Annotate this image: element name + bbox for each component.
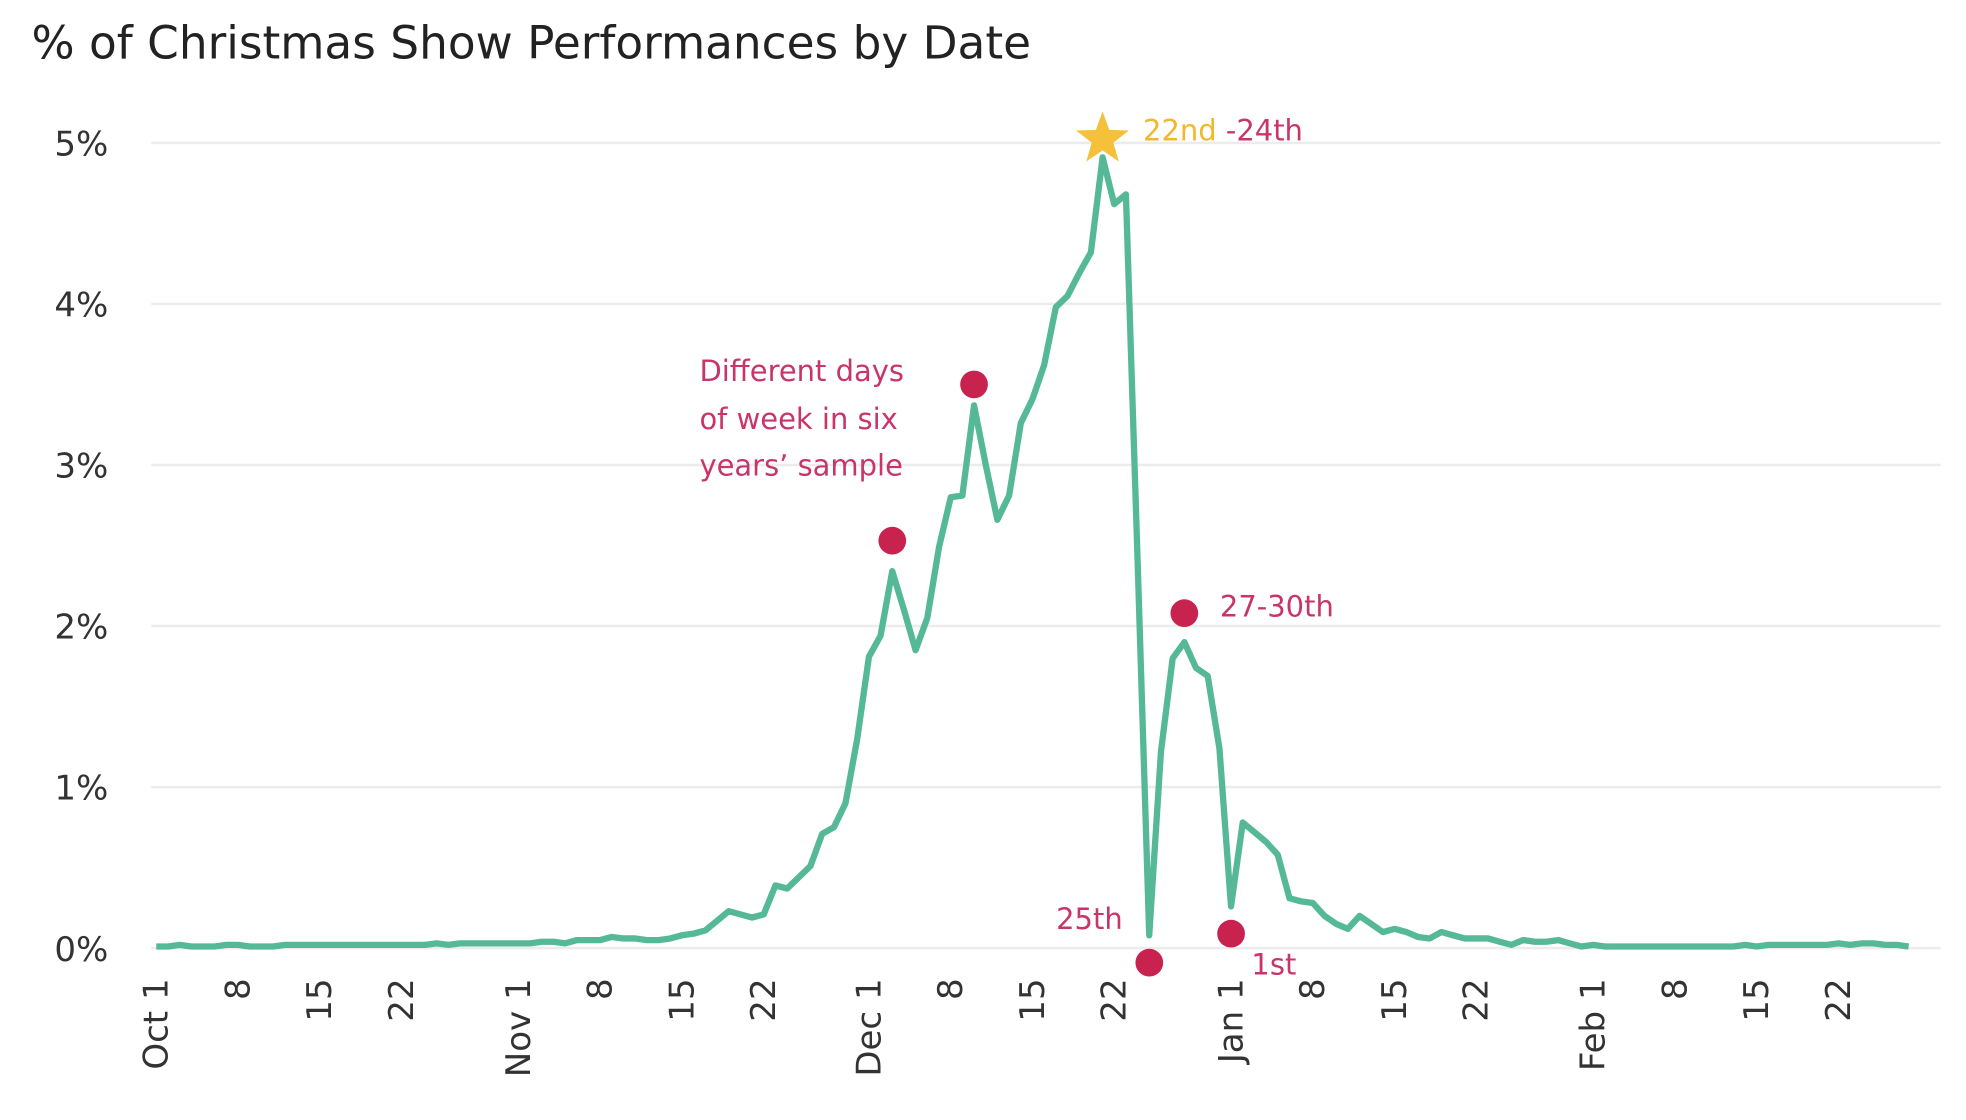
y-axis-ticks: 0% 1% 2% 3% 4% 5% [54, 124, 108, 969]
series-line [156, 154, 1910, 950]
x-tick-label: 22 [744, 978, 784, 1021]
x-tick-label: 8 [218, 978, 258, 1000]
x-tick-label: Jan 1 [1211, 978, 1251, 1065]
annotation-dot [1135, 948, 1164, 977]
annotation-dot [1170, 599, 1199, 628]
x-tick-label: 15 [1013, 978, 1053, 1021]
star-icon [1076, 111, 1129, 162]
x-tick-label: 15 [1375, 978, 1415, 1021]
annotation-dots [878, 370, 1245, 977]
y-tick-label: 2% [54, 608, 108, 648]
label-1st: 1st [1251, 948, 1296, 982]
x-tick-label: 22 [1095, 978, 1135, 1021]
x-tick-label: 8 [1293, 978, 1333, 1000]
chart-title: % of Christmas Show Performances by Date [32, 16, 1032, 69]
y-tick-label: 0% [54, 930, 108, 970]
peak-label: 22nd -24th [1143, 113, 1303, 147]
x-tick-label: Dec 1 [849, 978, 889, 1076]
x-tick-label: 15 [300, 978, 340, 1021]
y-tick-label: 3% [54, 447, 108, 487]
x-axis-ticks: Oct 1 8 15 22 Nov 1 8 15 22 Dec 1 8 15 22 Jan 1 8 15 22… [137, 978, 1859, 1077]
y-tick-label: 5% [54, 124, 108, 164]
note-line-1: Different days [699, 354, 904, 388]
peak-label-gold: 22nd [1143, 113, 1217, 147]
x-tick-label: 8 [1655, 978, 1695, 1000]
label-27-30th: 27-30th [1220, 590, 1334, 624]
x-tick-label: 22 [1457, 978, 1497, 1021]
x-tick-label: 8 [931, 978, 971, 1000]
y-tick-label: 4% [54, 286, 108, 326]
note-line-2: of week in six [699, 402, 897, 436]
x-tick-label: 15 [662, 978, 702, 1021]
annotation-dot [960, 370, 988, 399]
x-tick-label: 15 [1737, 978, 1777, 1021]
label-25th: 25th [1056, 902, 1123, 936]
annotation-dot [878, 526, 907, 555]
note-line-3: years’ sample [699, 449, 902, 483]
x-tick-label: 22 [1819, 978, 1859, 1021]
x-tick-label: Nov 1 [499, 978, 539, 1077]
peak-label-pink: -24th [1217, 113, 1303, 147]
annotation-dot [1217, 919, 1245, 948]
x-tick-label: Feb 1 [1574, 978, 1614, 1071]
y-tick-label: 1% [54, 769, 108, 809]
x-tick-label: 22 [382, 978, 422, 1021]
gridlines [151, 141, 1941, 950]
x-tick-label: 8 [581, 978, 621, 1000]
x-tick-label: Oct 1 [137, 978, 177, 1069]
